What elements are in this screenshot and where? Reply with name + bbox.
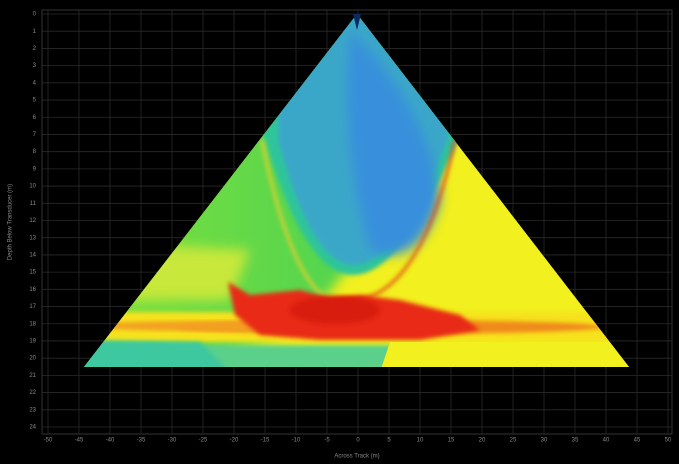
y-tick-label: 2: [33, 46, 37, 52]
x-tick-label: -20: [230, 438, 239, 444]
y-tick-label: 1: [33, 29, 37, 35]
sonar-display: Across Track (m) Depth Below Transducer …: [0, 0, 679, 464]
x-tick-label: -30: [168, 438, 177, 444]
y-tick-label: 23: [29, 407, 36, 413]
y-tick-label: 3: [33, 63, 37, 69]
x-tick-label: -10: [292, 438, 301, 444]
x-tick-label: -25: [199, 438, 208, 444]
x-tick-label: 25: [510, 438, 517, 444]
y-tick-label: 20: [29, 356, 36, 362]
x-tick-label: -40: [106, 438, 115, 444]
x-tick-label: 0: [356, 438, 360, 444]
x-tick-label: -15: [261, 438, 270, 444]
x-tick-label: 20: [479, 438, 486, 444]
y-tick-label: 18: [29, 321, 36, 327]
y-tick-label: 0: [33, 12, 37, 18]
x-tick-label: 40: [603, 438, 610, 444]
x-tick-label: -35: [137, 438, 146, 444]
y-tick-label: 15: [29, 270, 36, 276]
y-tick-label: 10: [29, 184, 36, 190]
x-tick-label: -45: [75, 438, 84, 444]
x-tick-label: 45: [634, 438, 641, 444]
y-tick-label: 7: [33, 132, 37, 138]
y-tick-label: 21: [29, 373, 36, 379]
x-tick-label: -50: [44, 438, 53, 444]
y-tick-label: 12: [29, 218, 36, 224]
x-tick-label: 30: [541, 438, 548, 444]
x-tick-label: 50: [665, 438, 672, 444]
x-tick-label: 35: [572, 438, 579, 444]
y-tick-label: 6: [33, 115, 37, 121]
y-tick-label: 19: [29, 339, 36, 345]
y-axis-label: Depth Below Transducer (m): [8, 184, 14, 260]
x-tick-label: 5: [387, 438, 391, 444]
y-tick-label: 13: [29, 235, 36, 241]
y-tick-label: 9: [33, 166, 37, 172]
y-tick-label: 16: [29, 287, 36, 293]
y-tick-label: 4: [33, 80, 37, 86]
y-tick-label: 24: [29, 425, 36, 431]
y-tick-label: 11: [30, 201, 37, 207]
y-tick-label: 17: [29, 304, 36, 310]
x-tick-label: -5: [324, 438, 330, 444]
y-tick-label: 14: [29, 252, 36, 258]
x-axis-label: Across Track (m): [334, 454, 379, 460]
y-tick-label: 8: [33, 149, 37, 155]
y-tick-label: 5: [33, 98, 37, 104]
y-tick-label: 22: [29, 390, 36, 396]
x-tick-label: 10: [417, 438, 424, 444]
x-tick-label: 15: [448, 438, 455, 444]
